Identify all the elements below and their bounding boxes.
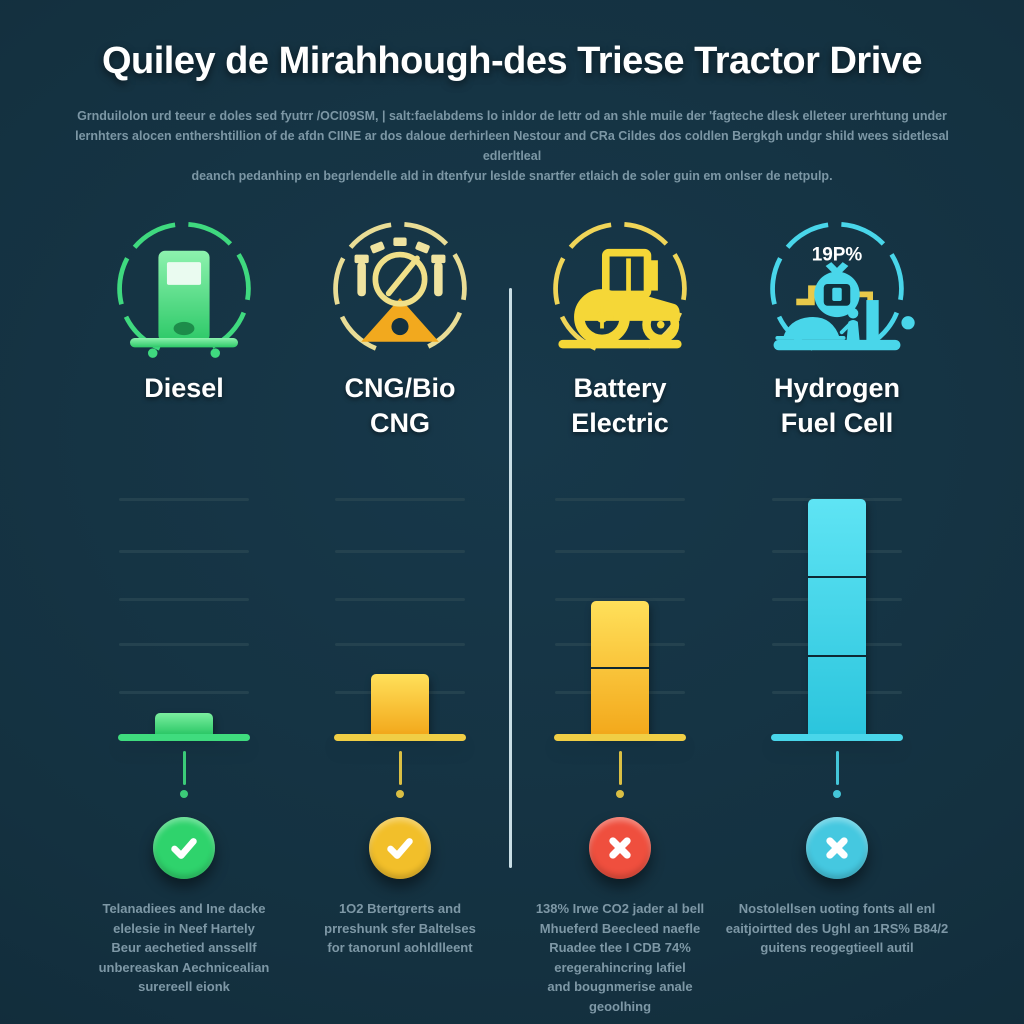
column-caption: 138% Irwe CO2 jader al bell Mhueferd Bee…: [535, 901, 705, 1014]
check-icon: [153, 817, 215, 879]
bar-diesel: [155, 713, 213, 734]
pointer-pin: [616, 743, 624, 805]
cross-icon: [589, 817, 651, 879]
gridline: [119, 498, 249, 501]
gridline: [335, 550, 465, 553]
column-label: Hydrogen Fuel Cell: [773, 373, 900, 439]
fuel-pump-icon: [117, 221, 251, 358]
bar-baseline: [554, 734, 686, 741]
cng-gauge-icon: [333, 221, 467, 351]
bar-baseline: [771, 734, 903, 741]
gridline: [119, 643, 249, 646]
bar-chart-hydrogen: [732, 481, 942, 743]
subtitle-line: lernhters alocen enthershtillion of de a…: [75, 129, 949, 163]
column-label: Diesel: [144, 373, 224, 403]
column-battery-electric: Battery Electric 138% Irwe CO2 jader al …: [515, 205, 725, 1016]
pointer-pin: [180, 743, 188, 805]
column-label: CNG/Bio CNG: [344, 373, 456, 439]
page-title: Quiley de Mirahhough-des Triese Tractor …: [101, 40, 923, 82]
bar-baseline: [334, 734, 466, 741]
subtitle: Grnduilolon urd teeur e doles sed fyutrr…: [72, 106, 952, 186]
gridline: [335, 598, 465, 601]
pointer-pin: [396, 743, 404, 805]
bar-chart-diesel: [79, 481, 289, 743]
bar-battery: [591, 601, 649, 734]
column-label: Battery Electric: [571, 373, 669, 439]
subtitle-line: Grnduilolon urd teeur e doles sed fyutrr…: [77, 109, 947, 123]
gridline: [555, 598, 685, 601]
column-caption: 1O2 Btertgrerts and prreshunk sfer Balte…: [324, 901, 476, 955]
subtitle-line: deanch pedanhinp en begrlendelle ald in …: [191, 169, 833, 183]
gridline: [119, 598, 249, 601]
bar-chart-cng: [295, 481, 505, 743]
electric-tractor-icon: [553, 221, 687, 351]
gridline: [555, 550, 685, 553]
gridline: [335, 498, 465, 501]
gridline: [119, 691, 249, 694]
pointer-pin: [833, 743, 841, 805]
column-caption: Nostolellsen uoting fonts all enl eaitjo…: [725, 901, 949, 955]
hydrogen-station-icon: 19P%: [770, 221, 915, 351]
gridline: [335, 643, 465, 646]
icon-percentage-label: 19P%: [812, 244, 863, 265]
column-caption: Telanadiees and Ine dacke elelesie in Ne…: [98, 901, 270, 994]
column-diesel: Diesel Telanadiees and Ine dacke elelesi…: [79, 205, 289, 997]
column-cng-bio-cng: CNG/Bio CNG 1O2 Btertgrerts and prreshun…: [295, 205, 505, 958]
gridline: [555, 498, 685, 501]
bar-hydrogen: [808, 499, 866, 734]
bar-baseline: [118, 734, 250, 741]
bar-chart-battery: [515, 481, 725, 743]
bar-cng: [371, 674, 429, 734]
cross-icon: [806, 817, 868, 879]
check-icon: [369, 817, 431, 879]
column-hydrogen-fuel-cell: 19P% Hydrogen Fuel Cell: [726, 205, 948, 958]
gridline: [119, 550, 249, 553]
column-divider: [509, 288, 512, 868]
